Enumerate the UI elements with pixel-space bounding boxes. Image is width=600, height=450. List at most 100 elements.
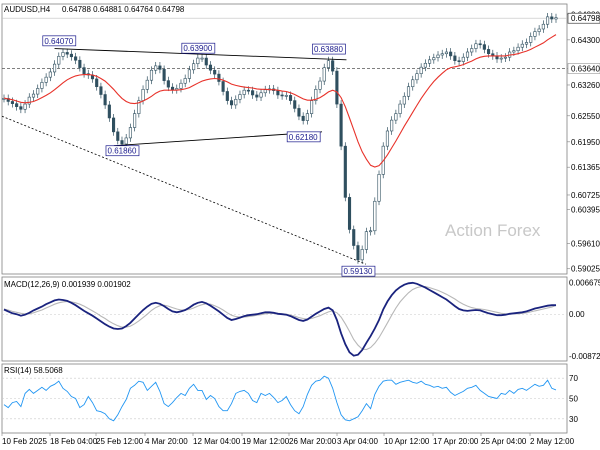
candle-down	[166, 80, 170, 88]
candle-down	[276, 90, 280, 96]
macd-y-axis: 0.006675 0.00 -0.008724	[569, 278, 600, 360]
candle-down	[246, 89, 250, 92]
annotation-label: 0.63880	[314, 45, 343, 54]
annotation-label: 0.63900	[183, 44, 212, 53]
candle-down	[331, 60, 335, 72]
macd-main-line	[3, 281, 556, 357]
candle-down	[487, 49, 491, 55]
x-tick-label: 19 Mar 12:00	[242, 437, 290, 446]
candle-up	[516, 46, 520, 51]
candle-up	[187, 69, 191, 79]
candle-down	[347, 197, 352, 230]
macd-tick-label: -0.008724	[569, 352, 600, 361]
candle-up	[406, 86, 411, 97]
reference-level-tag	[567, 63, 600, 74]
candle-down	[95, 78, 99, 88]
candle-up	[402, 95, 406, 105]
candle-down	[356, 245, 360, 261]
candle-up	[192, 63, 196, 71]
candle-up	[44, 76, 48, 83]
rsi-label: RSI(14) 58.5068	[4, 366, 63, 375]
x-tick-label: 25 Apr 04:00	[481, 437, 527, 446]
candle-up	[48, 71, 52, 78]
candle-up	[512, 50, 516, 53]
candle-up	[53, 63, 57, 73]
candle-up	[27, 96, 31, 105]
candle-down	[225, 91, 229, 101]
price-tick-label: 0.62550	[571, 112, 600, 121]
candle-up	[31, 93, 36, 98]
price-tick-label: 0.59025	[571, 265, 600, 274]
watermark: Action Forex	[445, 221, 541, 240]
candle-down	[74, 56, 78, 61]
x-tick-label: 2 May 12:00	[530, 437, 575, 446]
candle-up	[394, 113, 398, 121]
candle-down	[453, 55, 457, 61]
candle-up	[554, 17, 558, 20]
price-tick-label: 0.61950	[571, 138, 600, 147]
candle-up	[390, 119, 394, 132]
candle-down	[550, 16, 554, 20]
candle-up	[154, 65, 158, 71]
candle-down	[120, 140, 124, 145]
candle-up	[385, 130, 390, 147]
annotation-box	[105, 145, 140, 157]
candle-up	[541, 23, 545, 30]
x-tick-label: 10 Apr 12:00	[384, 437, 430, 446]
rsi-tick-label: 50	[569, 395, 578, 404]
x-tick-label: 3 Apr 04:00	[337, 437, 378, 446]
candle-down	[229, 100, 234, 106]
candle-down	[82, 67, 86, 74]
candle-up	[436, 54, 440, 58]
price-tick-label: 0.60395	[571, 205, 600, 214]
candle-down	[251, 90, 255, 96]
candle-up	[305, 113, 309, 121]
candle-up	[373, 200, 377, 232]
candle-up	[145, 79, 149, 90]
x-tick-label: 4 Mar 20:00	[145, 437, 188, 446]
candle-up	[369, 230, 373, 233]
candle-down	[10, 101, 14, 104]
macd-tick-label: 0.00	[569, 310, 585, 319]
candle-up	[61, 52, 65, 57]
candle-up	[133, 113, 137, 128]
candle-down	[221, 81, 225, 92]
candle-down	[170, 86, 175, 91]
x-tick-label: 10 Feb 2025	[2, 437, 47, 446]
dashed-trendline	[1, 115, 367, 265]
candle-up	[465, 51, 470, 58]
candle-up	[470, 48, 474, 53]
rsi-y-axis: 70 50 30	[569, 374, 578, 424]
upper-trendline	[54, 48, 347, 61]
macd-panel-frame	[1, 276, 568, 362]
candle-down	[339, 103, 343, 147]
candle-up	[238, 94, 242, 100]
candle-up	[529, 36, 533, 43]
candle-up	[124, 137, 128, 145]
candle-up	[364, 231, 368, 250]
candle-down	[478, 43, 482, 46]
candle-up	[314, 89, 318, 101]
ohlc-readout: 0.64788 0.64881 0.64764 0.64798	[62, 5, 185, 14]
candle-up	[57, 56, 61, 65]
candle-down	[103, 94, 107, 106]
candle-down	[457, 60, 461, 62]
candle-up	[149, 69, 154, 81]
price-tick-label: 0.63260	[571, 81, 600, 90]
annotation-label: 0.59130	[343, 267, 372, 276]
reference-level-label: 0.63640	[571, 64, 600, 73]
candle-up	[310, 100, 314, 114]
candle-down	[217, 73, 221, 82]
candle-up	[415, 73, 419, 81]
candle-down	[78, 59, 82, 68]
price-y-axis: 0.648800.643000.636400.632600.625500.619…	[567, 11, 600, 274]
candle-up	[461, 56, 465, 62]
candle-up	[196, 57, 200, 65]
candle-up	[440, 53, 444, 56]
x-tick-label: 17 Apr 20:00	[433, 437, 479, 446]
candle-up	[234, 98, 238, 106]
candle-down	[99, 86, 103, 95]
